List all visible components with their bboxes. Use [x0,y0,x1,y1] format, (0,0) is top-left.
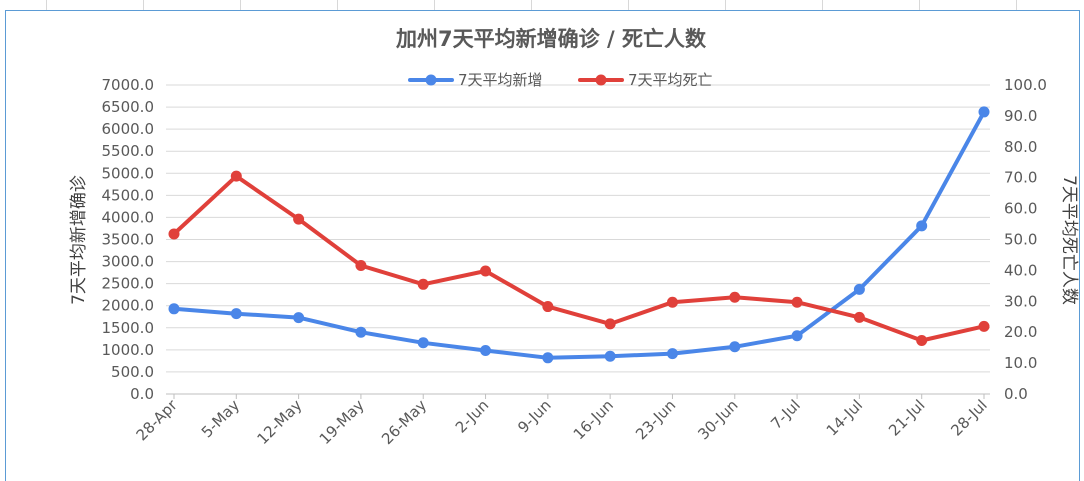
left-tick-label: 4500.0 [102,186,155,204]
left-tick-label: 5500.0 [102,142,155,160]
data-point [355,326,367,338]
right-tick-label: 70.0 [1004,169,1037,187]
left-tick-label: 4000.0 [102,208,155,226]
legend-marker [595,74,607,86]
data-point [417,278,429,290]
sheet-column-line [46,0,47,10]
left-tick-label: 2000.0 [102,297,155,315]
sheet-column-line [822,0,823,10]
data-point [729,341,741,353]
data-point [916,220,928,232]
data-point [978,320,990,332]
data-point [293,312,305,324]
data-point [853,283,865,295]
left-axis-ticks: 0.0 500.0 1000.0 1500.0 2000.0 2500.0 3000.0 35… [102,76,155,403]
x-tick-label: 7-Jul [767,396,804,433]
data-point [978,106,990,118]
series-line [172,174,986,343]
x-tick-label: 9-Jun [514,396,554,436]
left-tick-label: 1000.0 [102,341,155,359]
x-tick-label: 28-Jul [947,396,990,439]
data-point [355,259,367,271]
right-tick-label: 60.0 [1004,200,1037,218]
data-point [666,296,678,308]
x-tick-label: 12-May [253,396,305,448]
right-axis-title: 7天平均死亡人数 [1059,175,1079,305]
data-point [293,213,305,225]
left-tick-label: 2500.0 [102,275,155,293]
right-tick-label: 30.0 [1004,292,1037,310]
sheet-column-line [434,0,435,10]
data-point [417,337,429,349]
right-tick-label: 100.0 [1004,76,1047,94]
data-point [791,296,803,308]
right-tick-label: 10.0 [1004,354,1037,372]
right-tick-label: 50.0 [1004,231,1037,249]
sheet-column-line [143,0,144,10]
data-point [480,265,492,277]
left-tick-label: 6500.0 [102,98,155,116]
x-tick-label: 23-Jun [632,396,679,443]
data-point [604,318,616,330]
sheet-column-line [240,0,241,10]
data-point [853,311,865,323]
right-tick-label: 0.0 [1004,385,1028,403]
left-tick-label: 500.0 [111,363,154,381]
data-point [168,303,180,315]
data-point [168,228,180,240]
legend[interactable]: 7天平均新增 7天平均死亡 [408,71,713,89]
sheet-column-line [531,0,532,10]
x-tick-label: 14-Jul [823,396,866,439]
left-tick-label: 3500.0 [102,231,155,249]
left-tick-label: 6000.0 [102,120,155,138]
data-point [791,330,803,342]
left-tick-label: 7000.0 [102,76,155,94]
x-tick-label: 2-Jun [452,396,492,436]
right-tick-label: 90.0 [1004,107,1037,125]
left-tick-label: 1500.0 [102,319,155,337]
gridlines [166,84,990,395]
data-point [729,291,741,303]
chart-title: 加州7天平均新增确诊 / 死亡人数 [395,27,707,51]
left-tick-label: 3000.0 [102,253,155,271]
data-point [666,348,678,360]
left-axis-title: 7天平均新增确诊 [69,175,89,305]
x-tick-label: 21-Jul [885,396,928,439]
data-point [542,301,554,313]
legend-marker [425,74,437,86]
left-tick-label: 5000.0 [102,164,155,182]
sheet-column-line [725,0,726,10]
right-tick-label: 40.0 [1004,261,1037,279]
sheet-column-line [919,0,920,10]
x-tick-label: 30-Jun [694,396,741,443]
left-tick-label: 0.0 [130,385,154,403]
sheet-column-line [337,0,338,10]
x-tick-label: 26-May [378,396,430,448]
x-tick-label: 16-Jun [570,396,617,443]
data-point [916,335,928,347]
legend-label: 7天平均死亡 [628,71,713,89]
right-tick-label: 80.0 [1004,138,1037,156]
data-point [230,308,242,320]
data-point [230,170,242,182]
right-axis-ticks: 0.0 10.0 20.0 30.0 40.0 50.0 60.0 70.0 80.0 90.0 1… [1004,76,1047,403]
series-line [172,109,986,360]
x-tick-label: 19-May [316,396,368,448]
data-point [542,352,554,364]
sheet-column-line [628,0,629,10]
data-point [480,345,492,357]
x-axis-ticks: 28-Apr 5-May 12-May 19-May 26-May 2-Jun 9-Jun 1… [133,393,991,448]
sheet-column-line [1016,0,1017,10]
x-tick-label: 5-May [198,396,243,441]
right-tick-label: 20.0 [1004,323,1037,341]
series-group [168,106,990,364]
data-point [604,350,616,362]
legend-label: 7天平均新增 [458,71,543,89]
